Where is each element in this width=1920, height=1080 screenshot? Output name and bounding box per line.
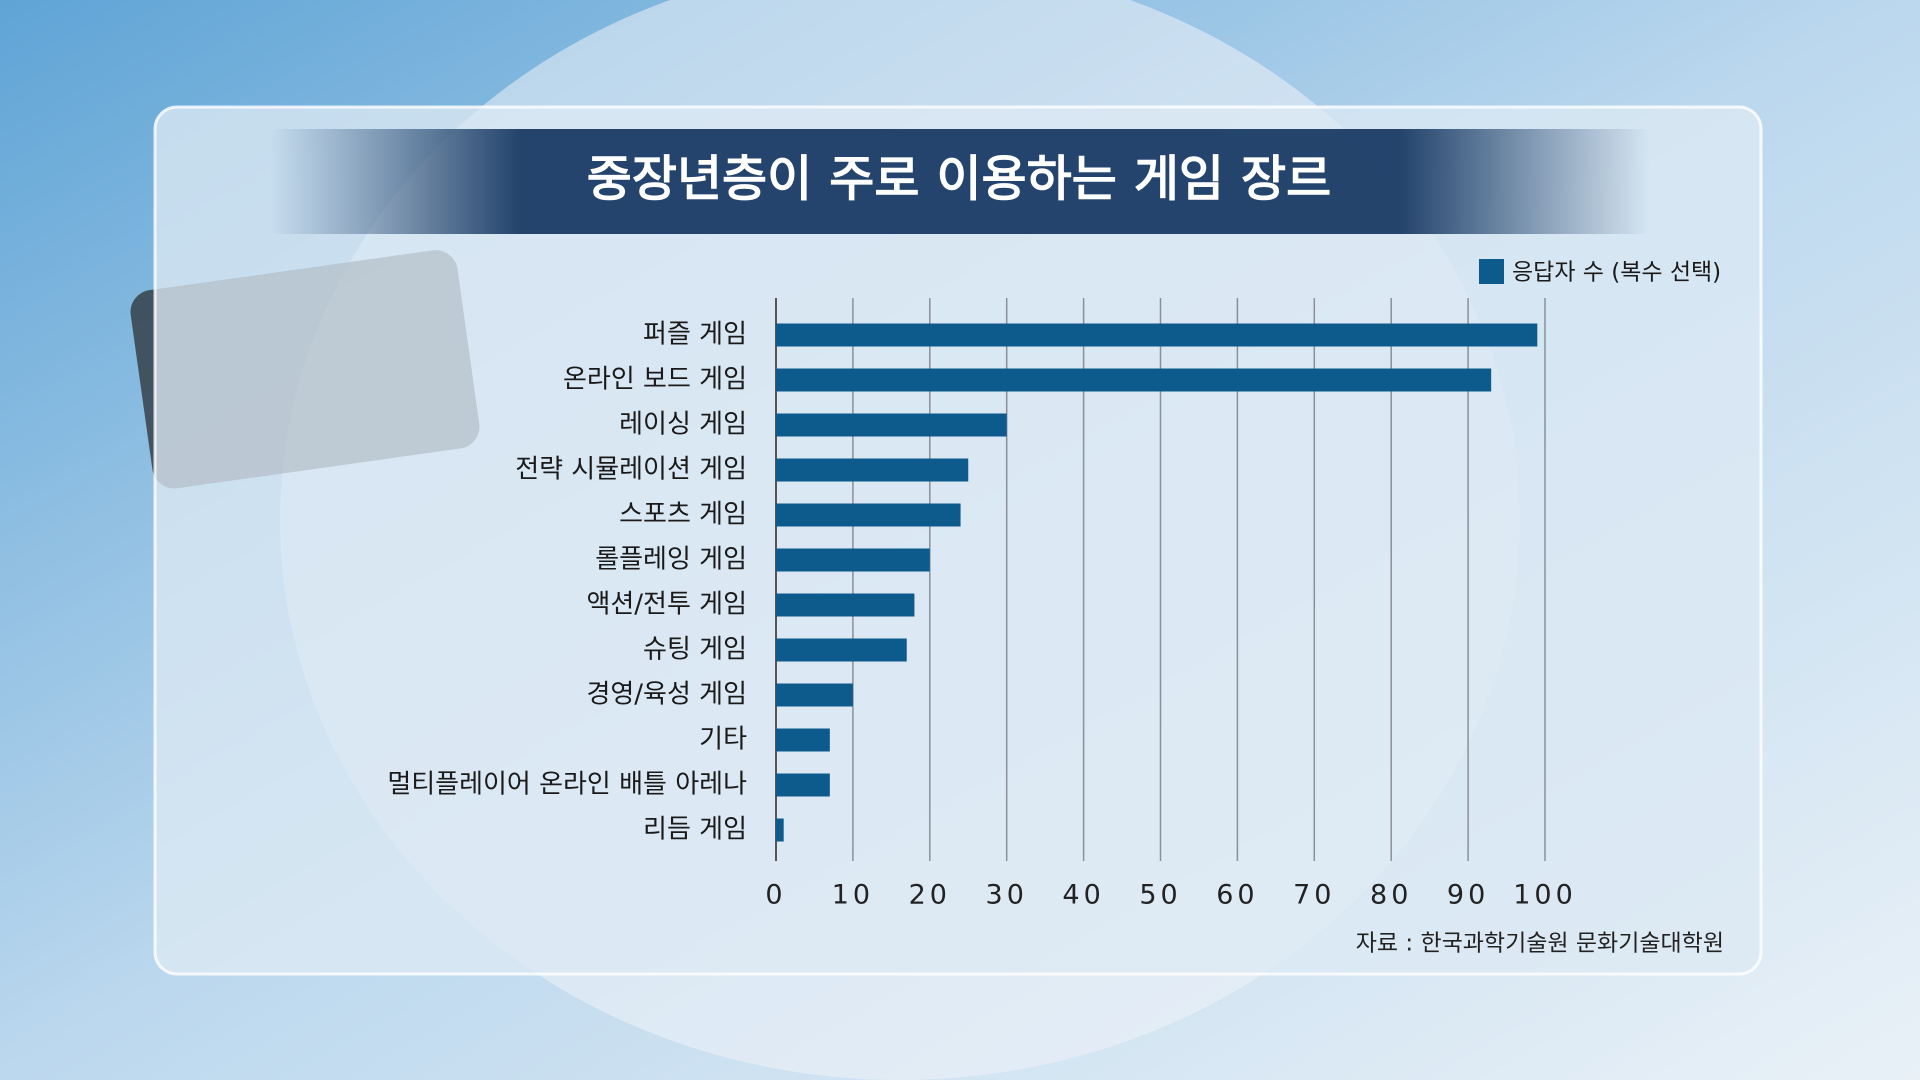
y-tick-label: 리듬 게임 bbox=[643, 815, 747, 845]
y-tick-label: 액션/전투 게임 bbox=[586, 590, 747, 620]
x-tick-label: 10 bbox=[832, 880, 874, 911]
x-tick-label: 50 bbox=[1139, 880, 1181, 911]
bar bbox=[776, 458, 969, 482]
y-tick-label: 롤플레잉 게임 bbox=[595, 545, 747, 575]
bar bbox=[776, 368, 1492, 392]
bar bbox=[776, 503, 961, 527]
x-tick-label: 60 bbox=[1216, 880, 1258, 911]
bar bbox=[776, 323, 1538, 347]
x-tick-label: 20 bbox=[909, 880, 951, 911]
x-tick-label: 30 bbox=[986, 880, 1028, 911]
x-tick-label: 0 bbox=[765, 880, 786, 911]
x-tick-label: 100 bbox=[1513, 880, 1577, 911]
chart-title: 중장년층이 주로 이용하는 게임 장르 bbox=[587, 151, 1331, 208]
bar bbox=[776, 593, 915, 617]
y-tick-label: 슈팅 게임 bbox=[643, 635, 747, 665]
x-tick-label: 40 bbox=[1062, 880, 1104, 911]
bar bbox=[776, 548, 930, 572]
y-tick-label: 멀티플레이어 온라인 배틀 아레나 bbox=[387, 770, 747, 800]
legend-swatch bbox=[1479, 259, 1504, 284]
y-tick-label: 전략 시뮬레이션 게임 bbox=[515, 455, 747, 485]
bar bbox=[776, 413, 1007, 437]
bar bbox=[776, 638, 907, 662]
source: 자료 : 한국과학기술원 문화기술대학원 bbox=[1356, 931, 1724, 957]
y-tick-label: 퍼즐 게임 bbox=[643, 320, 747, 350]
bar bbox=[776, 818, 784, 842]
panel bbox=[153, 105, 1763, 976]
bar bbox=[776, 683, 853, 707]
y-tick-label: 기타 bbox=[699, 725, 747, 755]
x-tick-label: 80 bbox=[1370, 880, 1412, 911]
bar bbox=[776, 773, 830, 797]
x-tick-label: 70 bbox=[1293, 880, 1335, 911]
y-tick-label: 온라인 보드 게임 bbox=[563, 365, 747, 395]
title-bar bbox=[270, 129, 1650, 234]
y-tick-label: 경영/육성 게임 bbox=[586, 680, 747, 710]
x-tick-label: 90 bbox=[1447, 880, 1489, 911]
bar bbox=[776, 728, 830, 752]
y-tick-label: 레이싱 게임 bbox=[619, 410, 747, 440]
y-tick-label: 스포츠 게임 bbox=[619, 500, 747, 530]
legend-label: 응답자 수 (복수 선택) bbox=[1512, 260, 1721, 286]
